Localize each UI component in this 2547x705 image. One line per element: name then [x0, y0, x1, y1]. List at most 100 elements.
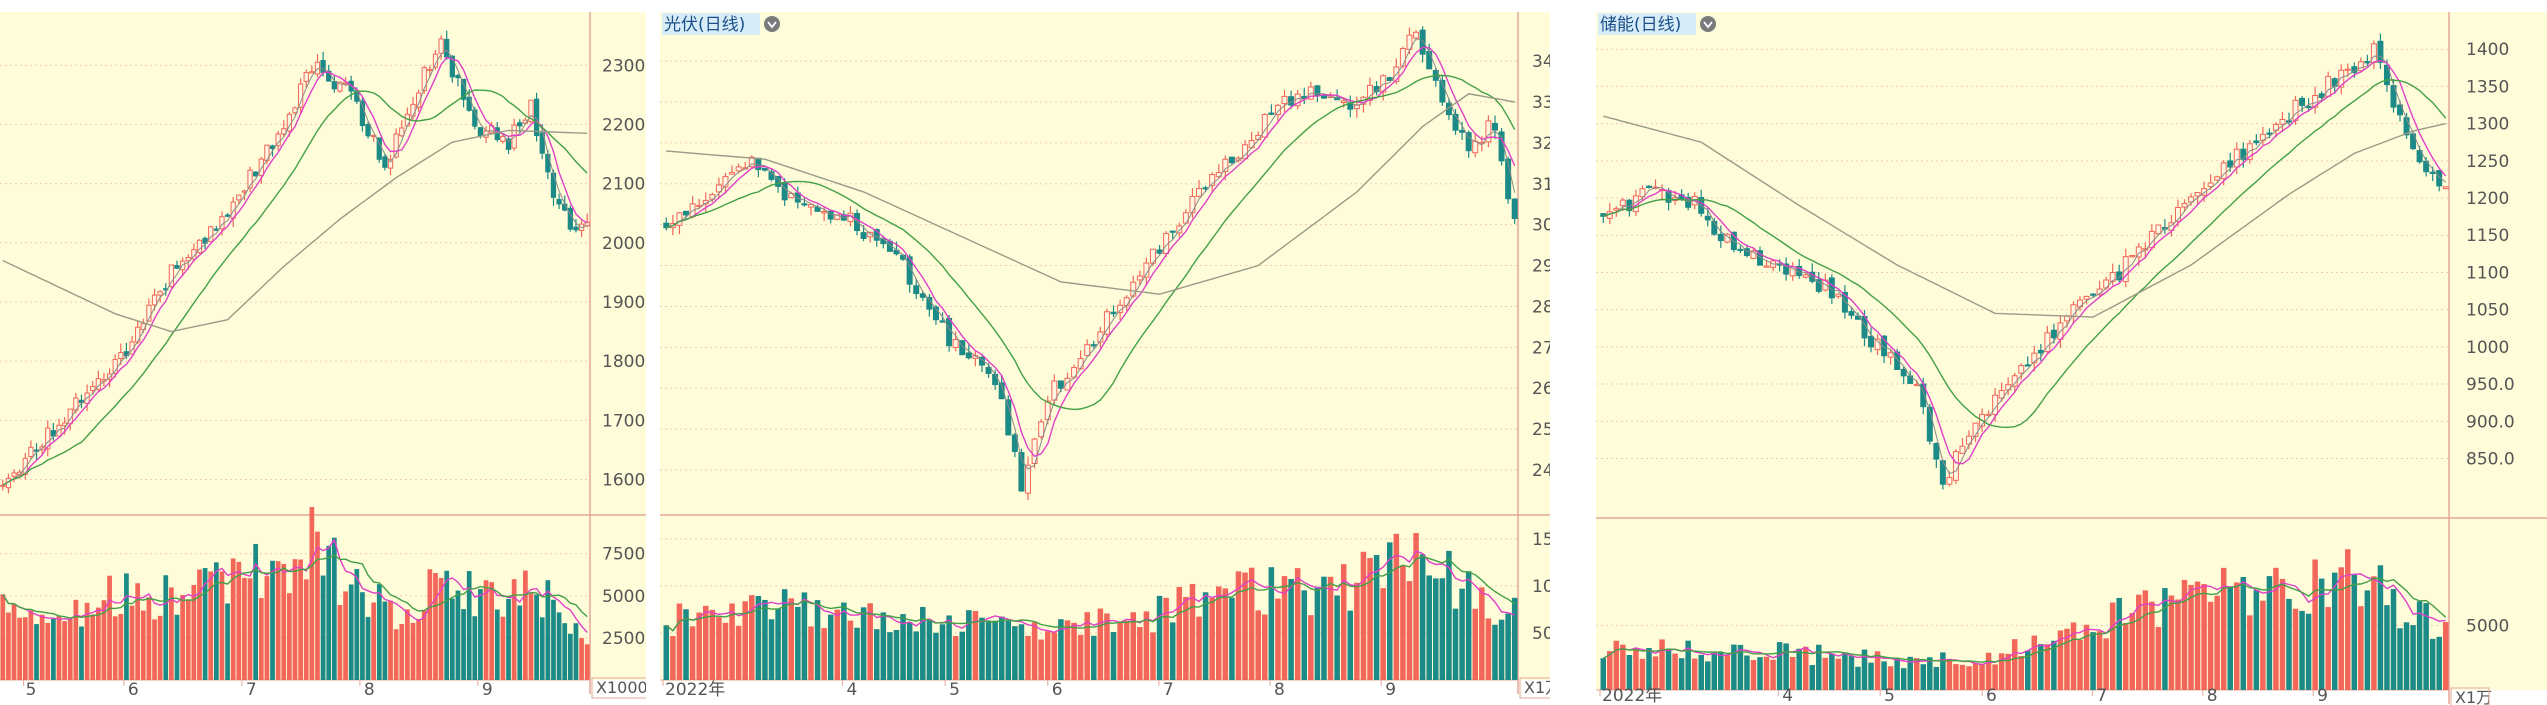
candle-body: [241, 190, 248, 193]
candle-body: [1465, 132, 1472, 152]
volume-bar: [860, 607, 867, 680]
price-tick-label: 1150: [2466, 226, 2509, 246]
candle-body: [761, 167, 768, 171]
volume-bar: [906, 622, 913, 680]
candle-body: [1763, 265, 1770, 268]
price-tick-label: 1900: [602, 293, 645, 313]
volume-bar: [506, 598, 511, 680]
volume-bar: [1018, 624, 1025, 680]
candle-body: [1783, 263, 1790, 275]
volume-bar: [2429, 638, 2436, 690]
volume-bar: [1347, 610, 1354, 680]
candle-body: [2201, 188, 2208, 196]
volume-bar: [567, 633, 573, 680]
price-tick-label: 3100: [1532, 175, 1550, 195]
x-tick-label: 8: [364, 680, 375, 700]
x-tick-label: 9: [1385, 680, 1396, 700]
volume-bar: [2103, 638, 2109, 690]
volume-bar: [1913, 658, 1920, 690]
candle-body: [2338, 69, 2345, 88]
volume-bar: [1678, 658, 1685, 690]
volume-bar: [270, 560, 275, 680]
volume-bar: [1705, 661, 1711, 690]
candle-body: [281, 128, 287, 135]
volume-bar: [1419, 554, 1426, 680]
volume-bar: [2260, 600, 2266, 690]
volume-bar: [360, 592, 365, 680]
chart-3-svg: 1400 1350 1300 1250 1200 1150 1100 1050 1000 950.…: [1596, 12, 2547, 705]
candle-body: [715, 184, 722, 193]
candle-body: [157, 291, 163, 296]
price-tick-label: 2000: [602, 234, 645, 254]
volume-bar: [1268, 567, 1275, 680]
x-tick-label: 6: [1986, 686, 1997, 705]
volume-bar: [676, 603, 683, 680]
volume-bar: [2253, 589, 2260, 690]
candle-body: [421, 67, 427, 92]
price-tick-label: 2100: [602, 175, 645, 195]
x-tick-label: 9: [482, 680, 493, 700]
volume-bar: [2194, 581, 2201, 690]
candle-body: [1485, 120, 1492, 143]
volume-bar: [762, 599, 768, 680]
volume-bar: [1321, 576, 1327, 680]
volume-tick-label: 10000: [1532, 577, 1550, 597]
axis-background: [2449, 12, 2547, 690]
volume-bar: [562, 623, 568, 680]
volume-bar: [556, 612, 562, 680]
volume-bar: [2188, 584, 2194, 690]
candle-body: [399, 127, 405, 137]
volume-bar: [213, 562, 219, 680]
candle-body: [2018, 365, 2025, 374]
volume-bar: [354, 569, 360, 680]
volume-bar: [2331, 572, 2338, 690]
volume-bar: [913, 631, 919, 680]
volume-bar: [1196, 616, 1202, 680]
volume-bar: [1452, 608, 1459, 680]
volume-bar: [1183, 596, 1189, 680]
candle-body: [1281, 95, 1288, 105]
candle-body: [952, 339, 959, 349]
candle-body: [174, 265, 180, 269]
candle-body: [1841, 291, 1848, 313]
candle-body: [0, 484, 6, 487]
volume-bar: [1816, 644, 1822, 690]
volume-bar: [466, 571, 472, 680]
volume-bar: [1242, 572, 1248, 680]
volume-bar: [1248, 567, 1255, 680]
volume-bar: [1600, 658, 1607, 690]
price-tick-label: 1600: [602, 470, 645, 490]
volume-bar: [247, 578, 253, 680]
volume-bar: [2096, 631, 2103, 690]
volume-bar: [1137, 627, 1143, 680]
volume-bar: [309, 507, 315, 680]
candle-body: [196, 239, 203, 254]
volume-bar: [2227, 586, 2233, 690]
price-ma-line: [1603, 78, 2447, 429]
volume-bar: [2247, 615, 2253, 690]
candle-body: [236, 194, 242, 201]
candle-body: [1196, 187, 1203, 197]
volume-bar: [1406, 581, 1413, 680]
volume-bar: [933, 632, 939, 680]
volume-bar: [202, 568, 208, 680]
title-dropdown-icon[interactable]: [1700, 16, 1716, 32]
title-dropdown-icon[interactable]: [764, 16, 780, 32]
volume-bar: [2129, 613, 2136, 690]
price-tick-label: 850.0: [2466, 449, 2515, 469]
volume-bar: [1459, 588, 1465, 680]
volume-bar: [1058, 619, 1064, 680]
price-ma-line: [1603, 55, 2447, 475]
volume-bar: [992, 620, 998, 680]
volume-bar: [157, 615, 163, 680]
volume-bar: [880, 612, 887, 680]
volume-bar: [2038, 644, 2044, 690]
chart-title-bg: [662, 13, 760, 35]
candle-body: [821, 210, 828, 214]
volume-bar: [1900, 668, 1907, 690]
volume-bar: [1881, 661, 1887, 690]
candle-body: [2207, 182, 2214, 188]
volume-bar: [768, 619, 775, 680]
volume-bar: [1255, 610, 1261, 680]
candle-body: [1274, 104, 1281, 115]
